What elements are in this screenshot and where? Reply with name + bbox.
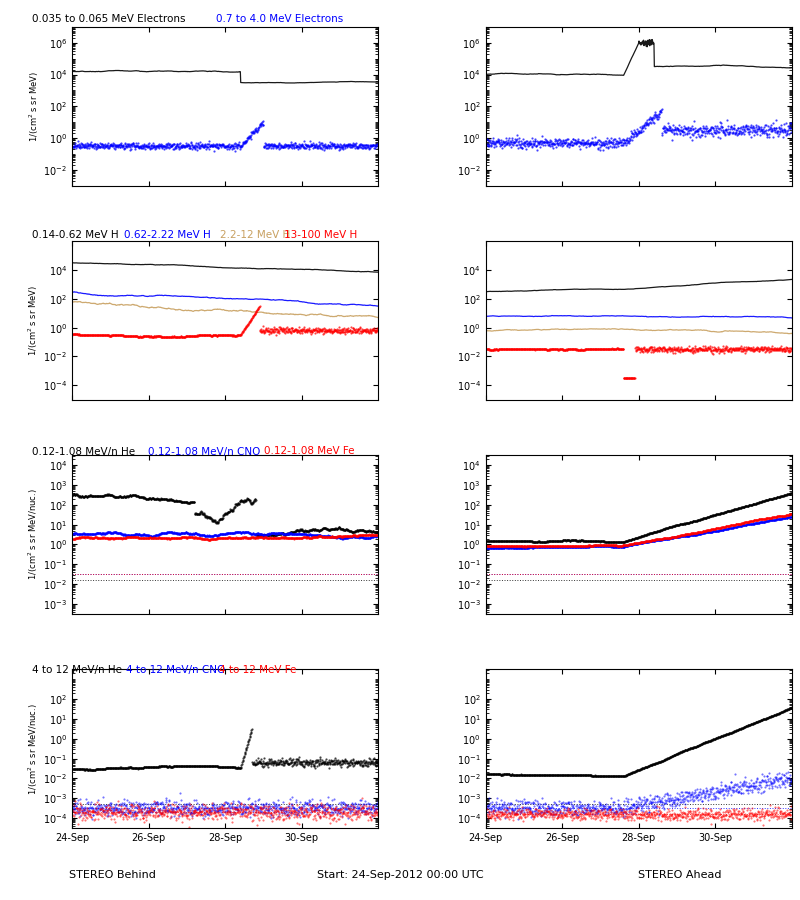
Text: 4 to 12 MeV/n CNO: 4 to 12 MeV/n CNO <box>126 665 226 675</box>
Text: 0.12-1.08 MeV Fe: 0.12-1.08 MeV Fe <box>264 446 354 456</box>
Text: 0.12-1.08 MeV/n He: 0.12-1.08 MeV/n He <box>32 446 135 456</box>
Text: 0.035 to 0.065 MeV Electrons: 0.035 to 0.065 MeV Electrons <box>32 14 186 24</box>
Text: 0.7 to 4.0 MeV Electrons: 0.7 to 4.0 MeV Electrons <box>216 14 343 24</box>
Text: Start: 24-Sep-2012 00:00 UTC: Start: 24-Sep-2012 00:00 UTC <box>317 869 483 879</box>
Text: 2.2-12 MeV H: 2.2-12 MeV H <box>220 230 290 240</box>
Text: STEREO Behind: STEREO Behind <box>69 869 155 879</box>
Text: 0.14-0.62 MeV H: 0.14-0.62 MeV H <box>32 230 118 240</box>
Text: STEREO Ahead: STEREO Ahead <box>638 869 722 879</box>
Text: 4 to 12 MeV Fe: 4 to 12 MeV Fe <box>219 665 297 675</box>
Y-axis label: 1/(cm$^2$ s sr MeV): 1/(cm$^2$ s sr MeV) <box>26 285 40 356</box>
Y-axis label: 1/(cm$^2$ s sr MeV/nuc.): 1/(cm$^2$ s sr MeV/nuc.) <box>26 703 40 795</box>
Text: 13-100 MeV H: 13-100 MeV H <box>284 230 358 240</box>
Text: 4 to 12 MeV/n He: 4 to 12 MeV/n He <box>32 665 122 675</box>
Text: 0.12-1.08 MeV/n CNO: 0.12-1.08 MeV/n CNO <box>148 446 260 456</box>
Y-axis label: 1/(cm$^2$ s sr MeV): 1/(cm$^2$ s sr MeV) <box>27 71 41 142</box>
Y-axis label: 1/(cm$^2$ s sr MeV/nuc.): 1/(cm$^2$ s sr MeV/nuc.) <box>27 489 40 580</box>
Text: 0.62-2.22 MeV H: 0.62-2.22 MeV H <box>124 230 210 240</box>
